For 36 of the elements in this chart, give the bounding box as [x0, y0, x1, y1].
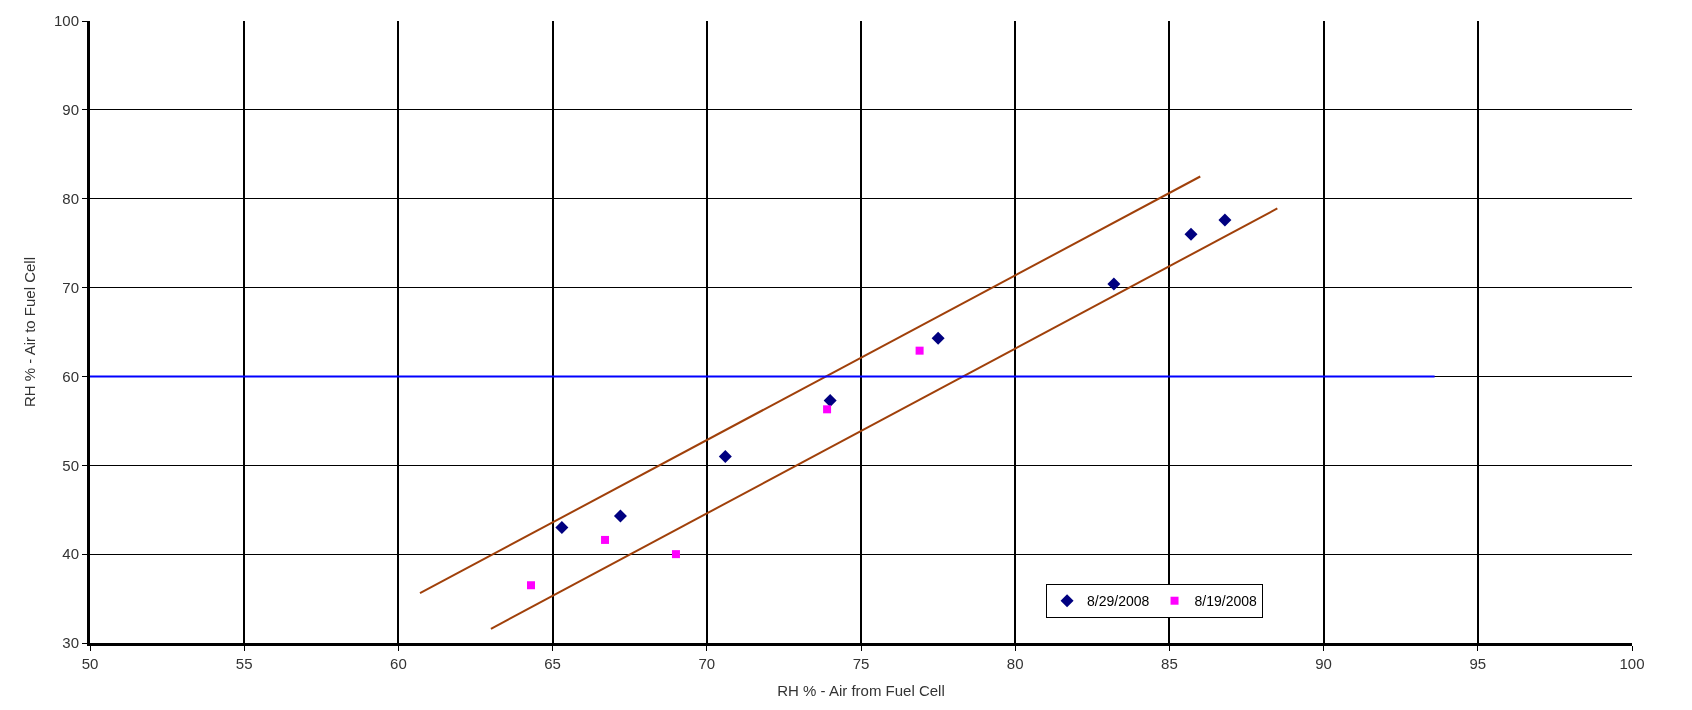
point: [671, 550, 680, 559]
x-axis-title: RH % - Air from Fuel Cell: [777, 682, 945, 699]
point: [555, 520, 569, 534]
legend-label: 8/19/2008: [1194, 593, 1258, 610]
point: [613, 509, 627, 523]
x-tick-label: 70: [698, 655, 716, 672]
x-tick-label: 60: [390, 655, 407, 672]
x-tick-label: 100: [1619, 655, 1645, 672]
point: [931, 331, 945, 345]
legend-label: 8/29/2008: [1087, 593, 1150, 610]
point: [527, 581, 536, 590]
x-tick-label: 75: [852, 655, 870, 672]
point: [823, 405, 832, 414]
x-tick-label: 80: [1006, 655, 1024, 672]
y-tick-label: 100: [53, 12, 79, 30]
x-tick-label: 50: [81, 655, 99, 672]
y-tick-label: 40: [62, 545, 79, 563]
x-tick-label: 85: [1161, 655, 1178, 672]
point: [718, 449, 732, 463]
point: [601, 535, 610, 544]
x-tick-label: 90: [1315, 655, 1332, 672]
point: [823, 393, 837, 407]
x-tick-label: 65: [544, 655, 561, 672]
y-axis-title: RH % - Air to Fuel Cell: [21, 256, 39, 408]
x-tick-label: 95: [1469, 655, 1487, 672]
point: [915, 346, 924, 355]
y-tick-label: 50: [62, 456, 79, 474]
y-tick-label: 70: [62, 278, 79, 296]
point: [1184, 227, 1198, 241]
point: [1218, 213, 1232, 227]
y-tick-label: 90: [62, 101, 79, 119]
y-tick-label: 80: [62, 189, 79, 207]
point: [1107, 277, 1121, 291]
x-tick-label: 55: [235, 655, 253, 672]
y-tick-label: 60: [62, 367, 79, 385]
y-tick-label: 30: [62, 634, 79, 652]
